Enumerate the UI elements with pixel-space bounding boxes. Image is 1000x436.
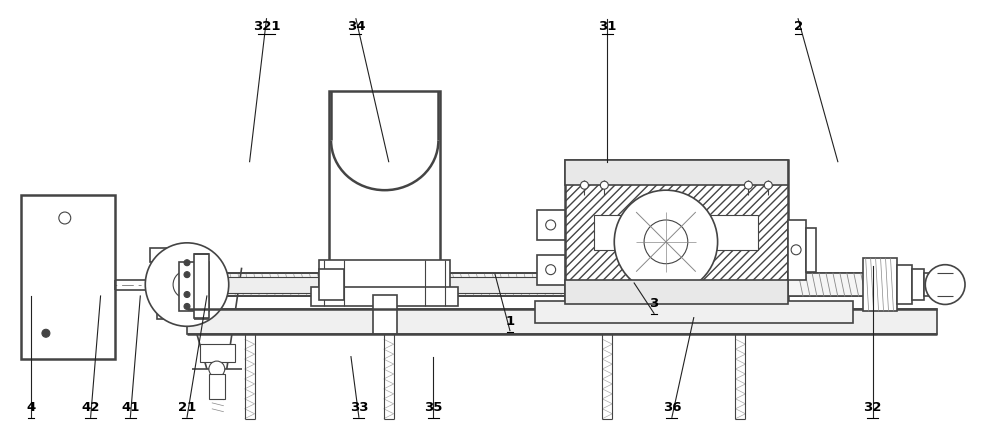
Circle shape	[744, 181, 752, 189]
Text: 4: 4	[26, 401, 36, 414]
Text: 42: 42	[81, 401, 100, 414]
Text: 2: 2	[794, 20, 803, 33]
Bar	[311, 286, 458, 307]
Bar	[912, 269, 924, 300]
Circle shape	[145, 243, 229, 326]
Bar	[319, 269, 344, 300]
Text: 41: 41	[121, 401, 140, 414]
Circle shape	[209, 361, 225, 377]
Bar	[806, 228, 816, 272]
Circle shape	[925, 265, 965, 304]
Text: 36: 36	[663, 401, 681, 414]
Text: 31: 31	[598, 20, 616, 33]
Bar	[535, 301, 853, 324]
Text: 321: 321	[253, 20, 280, 33]
Bar	[565, 160, 788, 185]
Text: 1: 1	[505, 315, 514, 328]
Bar	[194, 254, 209, 318]
Circle shape	[546, 265, 556, 275]
Circle shape	[580, 181, 588, 189]
Circle shape	[791, 245, 801, 255]
Circle shape	[614, 190, 718, 293]
Text: 33: 33	[350, 401, 368, 414]
Bar	[594, 215, 758, 250]
Circle shape	[173, 271, 201, 299]
Bar	[187, 310, 937, 334]
Bar	[209, 374, 225, 399]
Bar	[373, 294, 397, 334]
Circle shape	[764, 181, 772, 189]
Text: 32: 32	[863, 401, 882, 414]
Bar	[157, 255, 179, 319]
Bar	[537, 210, 565, 240]
Bar	[150, 248, 180, 262]
Bar	[440, 276, 565, 293]
Text: 21: 21	[178, 401, 196, 414]
Bar	[329, 91, 440, 294]
Bar	[565, 160, 788, 304]
Circle shape	[184, 260, 190, 266]
Bar	[863, 258, 897, 311]
Text: 35: 35	[424, 401, 443, 414]
Circle shape	[546, 220, 556, 230]
Circle shape	[42, 329, 50, 337]
Bar	[200, 344, 235, 362]
Bar	[209, 276, 329, 293]
Circle shape	[184, 292, 190, 297]
Bar	[179, 262, 209, 311]
Bar	[788, 272, 868, 296]
Circle shape	[59, 212, 71, 224]
Circle shape	[644, 220, 688, 264]
Bar	[565, 279, 788, 304]
Text: 34: 34	[347, 20, 365, 33]
Text: 3: 3	[649, 297, 659, 310]
Circle shape	[184, 303, 190, 310]
Bar	[537, 255, 565, 285]
Bar	[319, 260, 450, 290]
Bar	[897, 265, 912, 304]
Bar	[187, 272, 868, 296]
Bar	[924, 272, 939, 296]
Circle shape	[184, 272, 190, 278]
Circle shape	[600, 181, 608, 189]
Bar	[788, 220, 806, 279]
Bar	[21, 195, 115, 359]
